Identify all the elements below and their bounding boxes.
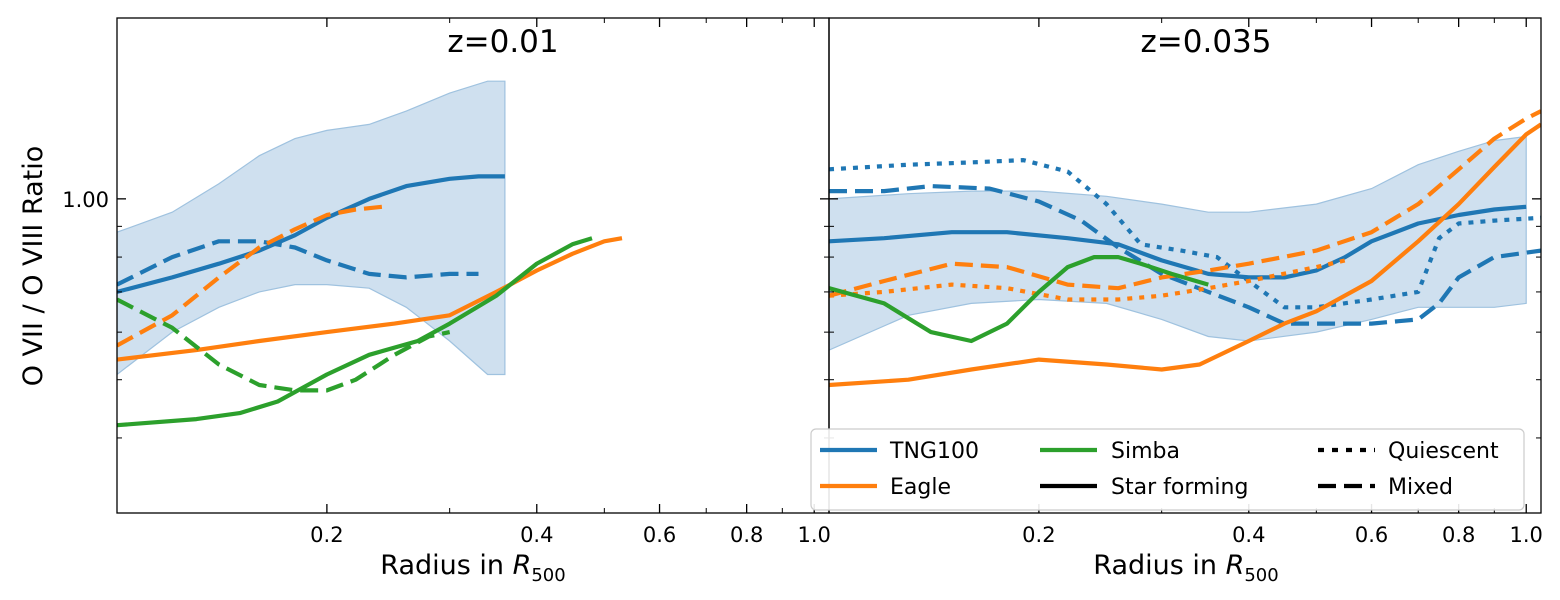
line-tng100-solid-p1 — [829, 204, 1527, 280]
x-axis-label-left: Radius in R500 — [380, 550, 565, 586]
legend-label-star-forming: Star forming — [1111, 475, 1248, 500]
x-axis-label-right: Radius in R500 — [1093, 550, 1278, 586]
x-tick-label-p1: 0.2 — [1022, 523, 1055, 547]
x-axis-label-left-symbol: R — [513, 550, 532, 581]
legend: TNG100 Eagle Simba Star forming Quiescent Mix… — [810, 428, 1525, 511]
legend-label-mixed: Mixed — [1388, 475, 1453, 500]
x-axis-label-right-main: Radius in — [1093, 550, 1225, 581]
x-tick-label-p0: 0.2 — [310, 523, 343, 547]
x-tick-label-p0: 0.4 — [520, 523, 553, 547]
panel-z0035: 0.2 0.4 0.6 0.8 1.0 z=0.035 — [829, 17, 1543, 547]
line-tng100-solid-p0 — [117, 174, 505, 294]
line-eagle-dotted-p1 — [829, 258, 1346, 302]
panel-title-z001: z=0.01 — [447, 24, 558, 60]
panel-z001: 0.2 0.4 0.6 0.8 1.0 1.00 z=0.01 — [62, 17, 831, 547]
line-simba-solid-p0 — [117, 236, 593, 428]
x-tick-label-p0: 1.0 — [798, 523, 831, 547]
legend-label-eagle: Eagle — [890, 475, 951, 500]
x-tick-label-p1: 0.6 — [1355, 523, 1388, 547]
x-tick-label-p0: 0.6 — [643, 523, 676, 547]
x-axis-label-left-main: Radius in — [380, 550, 512, 581]
x-tick-label-p1: 1.0 — [1510, 523, 1543, 547]
line-eagle-solid-p0 — [117, 236, 623, 362]
panel-frame-right — [828, 17, 1542, 514]
legend-label-quiescent: Quiescent — [1388, 439, 1499, 464]
x-tick-label-p0: 0.8 — [730, 523, 763, 547]
line-simba-solid-p1 — [829, 255, 1209, 344]
scatter-band-p1 — [829, 135, 1527, 351]
panel-title-z0035: z=0.035 — [1141, 24, 1272, 60]
y-axis-label: O VII / O VIII Ratio — [18, 146, 49, 387]
x-axis-label-left-subscript: 500 — [531, 565, 565, 586]
line-eagle-dashed-p0 — [117, 204, 383, 348]
line-eagle-solid-p1 — [829, 122, 1541, 388]
line-eagle-dashed-p1 — [829, 109, 1541, 298]
x-tick-label-p1: 0.4 — [1232, 523, 1265, 547]
x-axis-label-right-symbol: R — [1226, 550, 1245, 581]
line-simba-dashed-p0 — [117, 297, 451, 393]
legend-label-simba: Simba — [1111, 439, 1180, 464]
legend-box — [810, 428, 1525, 511]
x-tick-label-p1: 0.8 — [1442, 523, 1475, 547]
x-axis-label-right-subscript: 500 — [1244, 565, 1278, 586]
y-tick-label-p0: 1.00 — [62, 188, 109, 212]
legend-label-tng100: TNG100 — [889, 439, 979, 464]
line-tng100-dashed-p0 — [117, 239, 479, 287]
line-tng100-dashed-p1 — [829, 184, 1541, 326]
